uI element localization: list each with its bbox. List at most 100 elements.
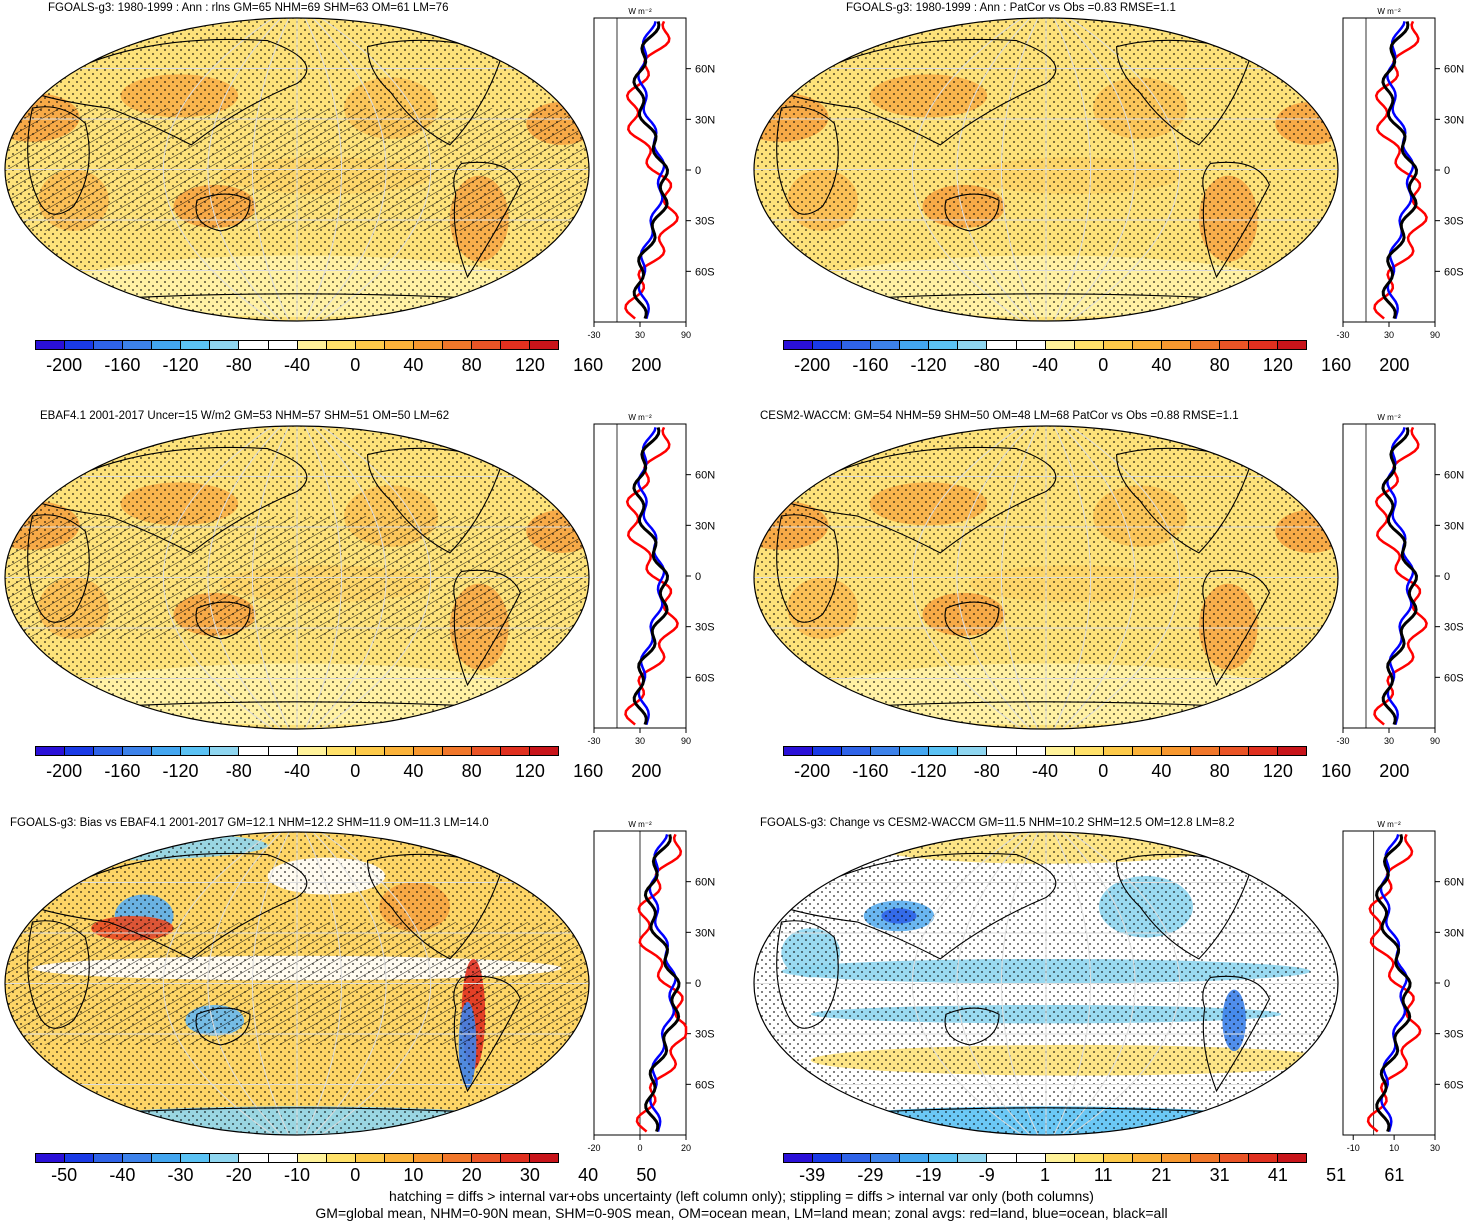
colorbar-swatch <box>813 1154 843 1162</box>
colorbar-swatch <box>929 341 959 349</box>
zonal-x-tick-label: 90 <box>681 330 691 340</box>
zonal-mean-plot-4: W m⁻² 60N 30N 0 30S 60S -30 30 90 <box>1335 410 1483 762</box>
map-panel-3 <box>3 424 591 731</box>
colorbar-4 <box>783 746 1307 756</box>
colorbar-swatch <box>36 747 66 755</box>
latitude-tick-label: 30S <box>695 216 715 228</box>
colorbar-swatch <box>210 341 240 349</box>
latitude-tick-label: 30N <box>1444 927 1464 939</box>
colorbar-swatch <box>181 341 211 349</box>
zonal-x-tick-label: 20 <box>681 1143 691 1153</box>
colorbar-swatch <box>871 1154 901 1162</box>
colorbar-tick-label: 0 <box>350 355 361 375</box>
colorbar-swatch <box>958 747 988 755</box>
colorbar-swatch <box>958 1154 988 1162</box>
colorbar-swatch <box>1074 341 1104 349</box>
colorbar-swatch <box>530 747 559 755</box>
colorbar-swatch <box>471 747 501 755</box>
latitude-tick-label: 30N <box>695 520 715 532</box>
colorbar-tick-label: 80 <box>461 761 482 781</box>
colorbar-swatch <box>210 747 240 755</box>
colorbar-swatch <box>1190 747 1220 755</box>
colorbar-tick-label: -50 <box>51 1165 78 1185</box>
colorbar-tick-label: 50 <box>636 1165 657 1185</box>
latitude-tick-label: 0 <box>695 165 701 177</box>
colorbar-swatch <box>181 747 211 755</box>
colorbar-swatch <box>297 747 327 755</box>
colorbar-swatch <box>384 747 414 755</box>
colorbar-swatch <box>501 341 531 349</box>
colorbar-tick-label: -200 <box>46 761 83 781</box>
colorbar-swatch <box>784 1154 814 1162</box>
colorbar-tick-label: -200 <box>794 355 831 375</box>
colorbar-swatch <box>442 747 472 755</box>
colorbar-tick-label: -80 <box>225 355 252 375</box>
colorbar-tick-label: -160 <box>852 355 889 375</box>
colorbar-swatch <box>1016 747 1046 755</box>
colorbar-swatch <box>94 1154 124 1162</box>
colorbar-tick-label: 0 <box>350 1165 361 1185</box>
zonal-x-tick-label: 30 <box>635 736 645 746</box>
latitude-tick-label: 60S <box>695 672 715 684</box>
colorbar-tick-label: 200 <box>631 761 662 781</box>
colorbar-swatch <box>929 1154 959 1162</box>
latitude-tick-label: 60S <box>695 266 715 278</box>
map-panel-4 <box>752 424 1340 731</box>
colorbar-tick-label: -19 <box>915 1165 942 1185</box>
colorbar-labels-1: -200 -160 -120 -80 -40 0 40 80 120 160 200 <box>35 355 661 377</box>
colorbar-swatch <box>355 747 385 755</box>
colorbar-tick-label: -160 <box>852 761 889 781</box>
zonal-units-label: W m⁻² <box>628 7 652 16</box>
colorbar-tick-label: 0 <box>1098 761 1109 781</box>
zonal-units-label: W m⁻² <box>1377 7 1401 16</box>
colorbar-6 <box>783 1153 1307 1163</box>
colorbar-swatch <box>1074 1154 1104 1162</box>
colorbar-tick-label: -160 <box>104 761 141 781</box>
footer-note-1: hatching = diffs > internal var+obs unce… <box>389 1188 1094 1204</box>
colorbar-swatch <box>1132 747 1162 755</box>
panel-title-2: FGOALS-g3: 1980-1999 : Ann : PatCor vs O… <box>846 2 1176 14</box>
colorbar-swatch <box>442 1154 472 1162</box>
colorbar-tick-label: 0 <box>350 761 361 781</box>
colorbar-1 <box>35 340 559 350</box>
colorbar-tick-label: 40 <box>1151 761 1172 781</box>
colorbar-swatch <box>65 747 95 755</box>
colorbar-tick-label: 40 <box>403 761 424 781</box>
colorbar-swatch <box>784 341 814 349</box>
latitude-tick-label: 30N <box>695 927 715 939</box>
colorbar-swatch <box>1132 341 1162 349</box>
colorbar-tick-label: -120 <box>162 355 199 375</box>
zonal-x-tick-label: 10 <box>1389 1143 1399 1153</box>
colorbar-swatch <box>152 1154 182 1162</box>
colorbar-tick-label: 160 <box>573 355 604 375</box>
colorbar-swatch <box>900 1154 930 1162</box>
colorbar-tick-label: -9 <box>978 1165 995 1185</box>
colorbar-5 <box>35 1153 559 1163</box>
colorbar-swatch <box>1074 747 1104 755</box>
latitude-tick-label: 60N <box>1444 877 1464 889</box>
zonal-x-tick-label: 90 <box>1430 330 1440 340</box>
map-panel-2 <box>752 16 1340 323</box>
colorbar-tick-label: 1 <box>1039 1165 1051 1185</box>
colorbar-swatch <box>842 341 872 349</box>
colorbar-tick-label: 80 <box>1209 761 1230 781</box>
colorbar-swatch <box>1190 1154 1220 1162</box>
latitude-tick-label: 30N <box>1444 520 1464 532</box>
colorbar-swatch <box>239 341 269 349</box>
colorbar-tick-label: 120 <box>1262 761 1293 781</box>
colorbar-tick-label: -120 <box>910 761 947 781</box>
zonal-mean-plot-2: W m⁻² 60N 30N 0 30S 60S -30 30 90 <box>1335 4 1483 356</box>
colorbar-swatch <box>929 747 959 755</box>
latitude-tick-label: 60N <box>695 470 715 482</box>
colorbar-swatch <box>900 747 930 755</box>
zonal-units-label: W m⁻² <box>628 820 652 829</box>
latitude-tick-label: 60S <box>695 1079 715 1091</box>
colorbar-swatch <box>813 341 843 349</box>
colorbar-tick-label: -120 <box>910 355 947 375</box>
colorbar-tick-label: 61 <box>1384 1165 1405 1185</box>
colorbar-tick-label: 0 <box>1098 355 1109 375</box>
map-panel-1 <box>3 16 591 323</box>
colorbar-swatch <box>1045 747 1075 755</box>
colorbar-swatch <box>530 1154 559 1162</box>
colorbar-swatch <box>1161 341 1191 349</box>
